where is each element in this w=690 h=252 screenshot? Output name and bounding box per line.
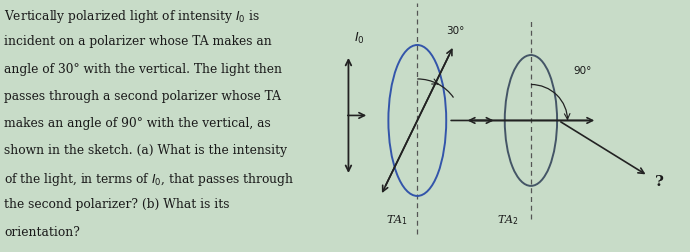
Text: TA$_1$: TA$_1$	[386, 212, 408, 226]
Text: $I_0$: $I_0$	[354, 31, 364, 46]
Text: incident on a polarizer whose TA makes an: incident on a polarizer whose TA makes a…	[4, 35, 272, 48]
Text: ?: ?	[655, 174, 664, 188]
Text: TA$_2$: TA$_2$	[497, 212, 519, 226]
Text: Vertically polarized light of intensity $I_0$ is: Vertically polarized light of intensity …	[4, 8, 260, 25]
Text: 30°: 30°	[446, 26, 464, 36]
Text: 90°: 90°	[573, 66, 592, 76]
Text: angle of 30° with the vertical. The light then: angle of 30° with the vertical. The ligh…	[4, 62, 282, 75]
Text: the second polarizer? (b) What is its: the second polarizer? (b) What is its	[4, 198, 230, 211]
Text: makes an angle of 90° with the vertical, as: makes an angle of 90° with the vertical,…	[4, 116, 271, 130]
Text: of the light, in terms of $I_0$, that passes through: of the light, in terms of $I_0$, that pa…	[4, 171, 294, 187]
Text: orientation?: orientation?	[4, 225, 80, 238]
Text: passes through a second polarizer whose TA: passes through a second polarizer whose …	[4, 89, 281, 102]
Text: shown in the sketch. (a) What is the intensity: shown in the sketch. (a) What is the int…	[4, 144, 287, 156]
